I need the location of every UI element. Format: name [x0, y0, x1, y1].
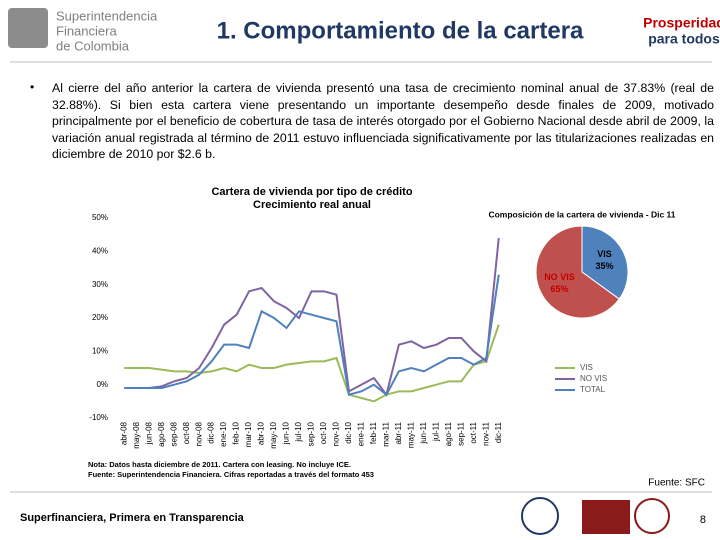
x-tick-label: feb-11	[369, 421, 378, 444]
line-series	[124, 237, 500, 397]
pie-value-label: 35%	[596, 261, 614, 271]
pie-title: Composición de la cartera de vivienda - …	[488, 209, 675, 219]
logo-mark	[8, 8, 48, 48]
y-tick-label: 30%	[92, 280, 108, 289]
pie-value-label: 65%	[550, 284, 568, 294]
logo-text: Financiera	[56, 23, 117, 38]
y-tick-label: 20%	[92, 313, 108, 322]
x-tick-label: jun-10	[282, 421, 291, 445]
chart-note: Nota: Datos hasta diciembre de 2011. Car…	[88, 460, 351, 469]
logo-text: de Colombia	[56, 38, 130, 53]
legend-label: TOTAL	[580, 385, 606, 394]
x-tick-label: ago-11	[444, 421, 453, 446]
x-tick-label: jul-11	[431, 421, 440, 442]
cert-logo	[521, 497, 559, 535]
line-series	[124, 274, 500, 397]
x-tick-label: jun-11	[419, 421, 428, 444]
y-tick-label: 10%	[92, 346, 108, 355]
y-tick-label: -10%	[89, 413, 108, 422]
x-tick-label: abr-10	[257, 421, 266, 445]
x-tick-label: oct-11	[469, 421, 478, 443]
chart-title: Cartera de vivienda por tipo de crédito	[211, 186, 412, 198]
x-tick-label: nov-11	[481, 421, 490, 445]
pie-slice	[581, 225, 629, 300]
x-tick-label: abr-08	[119, 421, 128, 445]
cert-logo	[582, 500, 630, 534]
legend-label: VIS	[580, 363, 593, 372]
pie-label: NO VIS	[544, 272, 575, 282]
chart-subtitle: Crecimiento real anual	[253, 199, 371, 211]
y-tick-label: 40%	[92, 246, 108, 255]
x-tick-label: oct-08	[182, 421, 191, 444]
page-number: 8	[700, 514, 706, 526]
x-tick-label: abr-11	[394, 421, 403, 444]
x-tick-label: nov-10	[332, 421, 341, 446]
x-tick-label: sep-10	[307, 421, 316, 446]
logo-text: para todos	[648, 31, 720, 47]
line-series	[124, 324, 500, 403]
x-tick-label: ene-10	[219, 421, 228, 446]
chart-note: Fuente: Superintendencia Financiera. Cif…	[88, 470, 374, 479]
x-tick-label: jul-10	[294, 421, 303, 442]
slide-title: 1. Comportamiento de la cartera	[217, 17, 584, 44]
x-tick-label: jun-08	[144, 421, 153, 445]
x-tick-label: dic-10	[344, 421, 353, 443]
x-tick-label: mar-11	[382, 421, 391, 446]
x-tick-label: nov-08	[194, 421, 203, 446]
x-tick-label: may-08	[132, 421, 141, 448]
legend-label: NO VIS	[580, 374, 607, 383]
cert-logo	[634, 498, 670, 534]
x-tick-label: sep-11	[456, 421, 465, 445]
x-tick-label: ago-08	[157, 421, 166, 446]
body-text: Al cierre del año anterior la cartera de…	[52, 81, 714, 161]
x-tick-label: may-10	[269, 421, 278, 448]
source: Fuente: SFC	[648, 478, 705, 489]
bullet: •	[30, 80, 35, 94]
pie-slice	[535, 225, 620, 319]
y-tick-label: 0%	[96, 380, 108, 389]
logo-text: Prosperidad	[643, 15, 720, 31]
x-tick-label: may-11	[406, 421, 415, 448]
footer-slogan: Superfinanciera, Primera en Transparenci…	[20, 512, 245, 524]
x-tick-label: sep-08	[169, 421, 178, 446]
x-tick-label: feb-10	[232, 421, 241, 444]
x-tick-label: oct-10	[319, 421, 328, 444]
pie-label: VIS	[597, 249, 612, 259]
x-tick-label: dic-11	[494, 421, 503, 443]
logo-text: Superintendencia	[56, 8, 158, 23]
x-tick-label: ene-11	[357, 421, 366, 446]
x-tick-label: dic-08	[207, 421, 216, 443]
y-tick-label: 50%	[92, 213, 108, 222]
x-tick-label: mar-10	[244, 421, 253, 447]
